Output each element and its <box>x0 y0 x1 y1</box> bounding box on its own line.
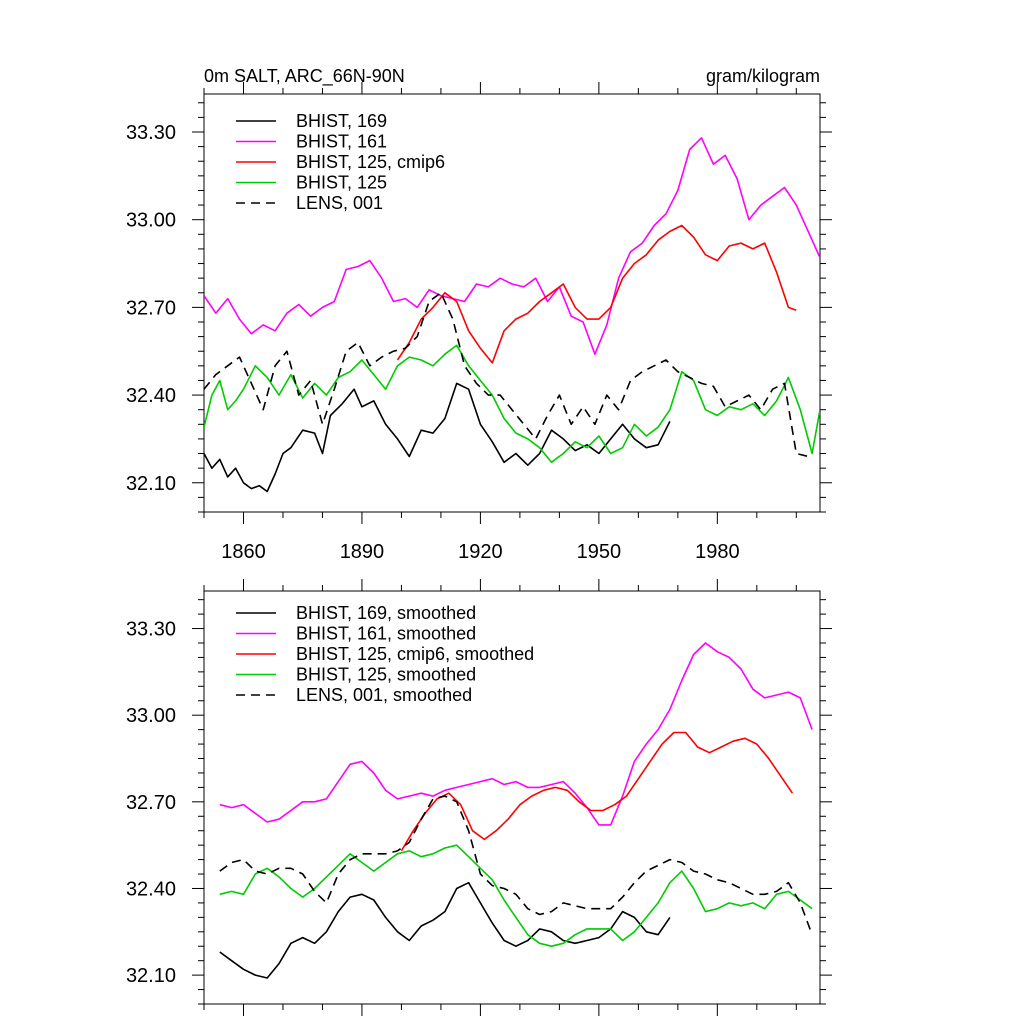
series-line-4 <box>219 844 813 948</box>
x-tick-label: 1950 <box>577 541 622 563</box>
legend-label: BHIST, 125 <box>296 173 387 193</box>
y-tick-label: 32.10 <box>126 473 176 495</box>
y-tick-label: 32.40 <box>126 878 176 900</box>
y-tick-label: 33.00 <box>126 705 176 727</box>
series-line-4 <box>204 344 820 464</box>
series-line-3 <box>396 224 797 364</box>
legend-label: BHIST, 161, smoothed <box>296 624 476 644</box>
units-label: gram/kilogram <box>706 66 820 86</box>
panel-bottom: 32.10 32.40 32.70 33.00 33.30 BHIST, 169, smo… <box>126 579 832 1016</box>
legend-label: BHIST, 125, cmip6, smoothed <box>296 644 534 664</box>
legend-label: LENS, 001, smoothed <box>296 685 472 705</box>
y-tick-label: 32.40 <box>126 385 176 407</box>
x-tick-label: 1860 <box>221 541 266 563</box>
series-line-5 <box>204 291 809 458</box>
legend-label: BHIST, 169 <box>296 111 387 131</box>
legend-label: BHIST, 125, cmip6 <box>296 152 445 172</box>
x-tick-label: 1920 <box>458 541 503 563</box>
plot-frame <box>203 93 821 513</box>
x-tick-label: 1890 <box>340 541 385 563</box>
series-line-5 <box>219 795 813 935</box>
chart-title: 0m SALT, ARC_66N-90N <box>204 66 405 87</box>
y-tick-label: 32.10 <box>126 965 176 987</box>
panel-top: 32.10 32.40 32.70 33.00 33.30 1860 1890 1920 195… <box>126 82 832 563</box>
series-line-1 <box>219 881 671 979</box>
y-tick-label: 32.70 <box>126 297 176 319</box>
series-line-2 <box>219 642 813 826</box>
y-tick-label: 32.70 <box>126 792 176 814</box>
series-line-1 <box>204 382 671 493</box>
legend-label: BHIST, 161 <box>296 132 387 152</box>
y-tick-label: 33.30 <box>126 619 176 641</box>
legend-label: BHIST, 125, smoothed <box>296 665 476 685</box>
legend-label: LENS, 001 <box>296 193 383 213</box>
series-line-3 <box>400 731 794 852</box>
y-tick-label: 33.30 <box>126 122 176 144</box>
x-tick-label: 1980 <box>695 541 740 563</box>
y-tick-label: 33.00 <box>126 210 176 232</box>
plot-frame <box>203 590 821 1005</box>
legend-label: BHIST, 169, smoothed <box>296 603 476 623</box>
series-line-2 <box>204 137 820 356</box>
